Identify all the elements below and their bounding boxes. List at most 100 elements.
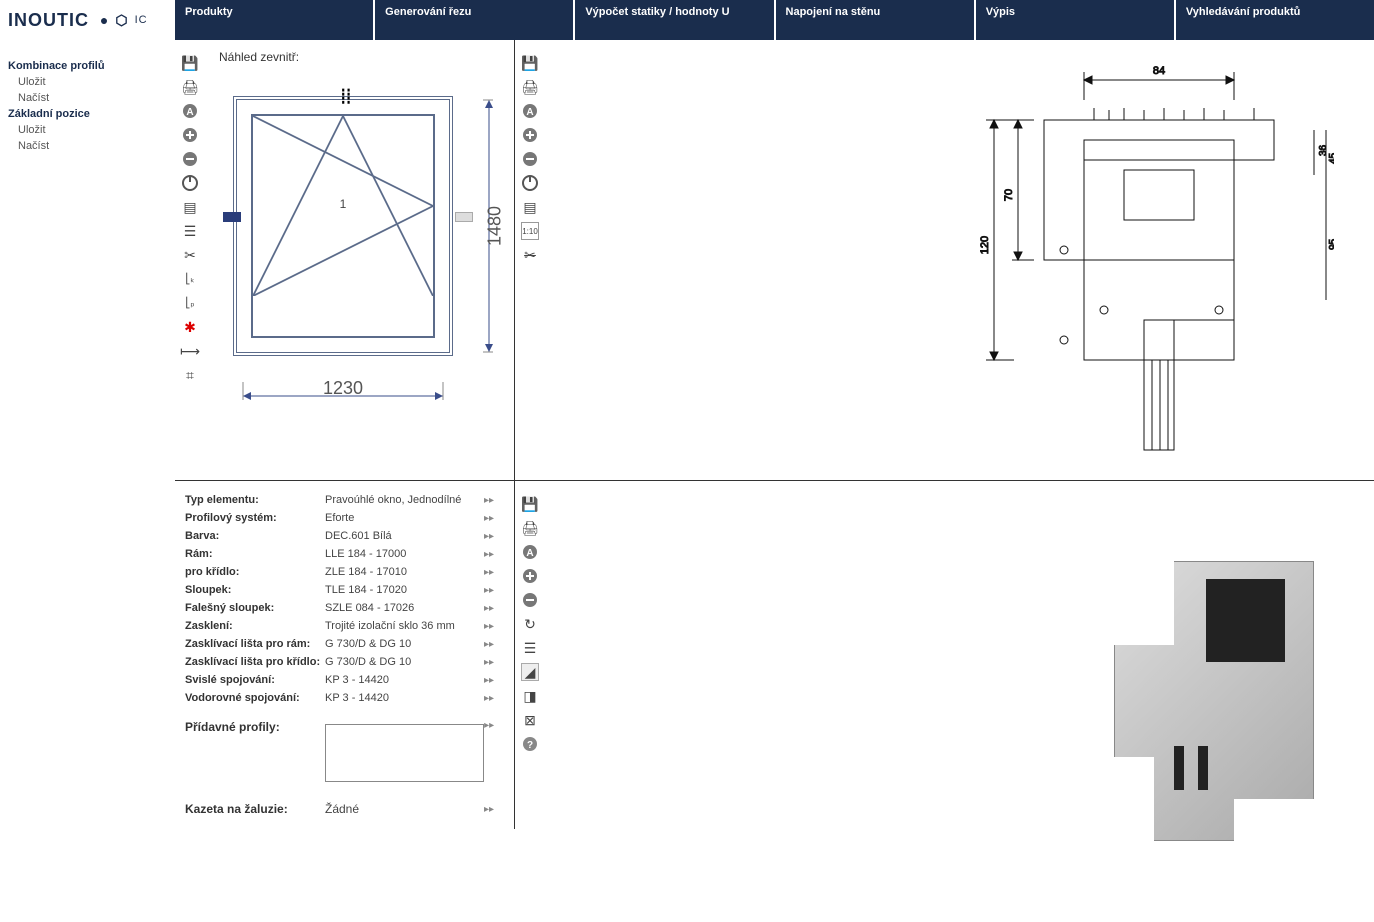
panel-preview: 💾 🖨 A ▤ ☰ ✂ ⎣ₖ ⎣ₚ ✱ ⟼ ⌗ Náhled zevnitř:	[175, 40, 515, 480]
save-icon[interactable]: 💾	[181, 54, 199, 72]
property-label: Zasklívací lišta pro křídlo:	[185, 656, 325, 668]
property-row: Vodorovné spojování:KP 3 - 14420▸▸	[185, 689, 504, 707]
expand-icon[interactable]: ▸▸	[484, 549, 504, 560]
expand-icon[interactable]: ▸▸	[484, 675, 504, 686]
disable-icon[interactable]: ⊠	[521, 711, 539, 729]
expand-icon[interactable]: ▸▸	[484, 531, 504, 542]
property-row: Zasklívací lišta pro rám:G 730/D & DG 10…	[185, 635, 504, 653]
reset-icon[interactable]	[521, 174, 539, 192]
print-icon[interactable]: 🖨	[181, 78, 199, 96]
blind-box-value: Žádné	[325, 802, 484, 816]
nav-wall[interactable]: Napojení na stěnu	[776, 0, 974, 40]
property-label: Svislé spojování:	[185, 674, 325, 686]
sidebar-group-base: Základní pozice	[8, 108, 167, 120]
letter-a-icon[interactable]: A	[521, 543, 539, 561]
sidebar-save-base[interactable]: Uložit	[8, 124, 167, 136]
reset-icon[interactable]	[181, 174, 199, 192]
nav-products[interactable]: Produkty	[175, 0, 373, 40]
render-drawing	[1114, 561, 1314, 841]
expand-icon[interactable]: ▸▸	[484, 603, 504, 614]
cut-icon[interactable]: ✂	[181, 246, 199, 264]
nav-statics[interactable]: Výpočet statiky / hodnoty U	[575, 0, 773, 40]
expand-icon[interactable]: ▸▸	[484, 567, 504, 578]
property-value: Pravoúhlé okno, Jednodílné	[325, 494, 484, 506]
expand-icon[interactable]: ▸▸	[484, 495, 504, 506]
svg-text:?: ?	[527, 740, 533, 751]
property-value: DEC.601 Bílá	[325, 530, 484, 542]
properties-list: Typ elementu:Pravoúhlé okno, Jednodílné▸…	[185, 491, 504, 707]
snowflake-icon[interactable]: ✱	[181, 318, 199, 336]
measure-icon[interactable]: ⟼	[181, 342, 199, 360]
dim-top: 84	[1153, 65, 1165, 77]
window-outer-frame: 1	[233, 96, 453, 356]
sidebar-group-profiles: Kombinace profilů	[8, 60, 167, 72]
nav-listing[interactable]: Výpis	[976, 0, 1174, 40]
minus-icon[interactable]	[181, 150, 199, 168]
property-row: Sloupek:TLE 184 - 17020▸▸	[185, 581, 504, 599]
plus-icon[interactable]	[181, 126, 199, 144]
panel-properties: Typ elementu:Pravoúhlé okno, Jednodílné▸…	[175, 481, 515, 829]
ruler-k-icon[interactable]: ⎣ₖ	[181, 270, 199, 288]
property-row: Barva:DEC.601 Bílá▸▸	[185, 527, 504, 545]
no-cut-icon[interactable]: ✂	[521, 246, 539, 264]
save-icon[interactable]: 💾	[521, 495, 539, 513]
property-label: Typ elementu:	[185, 494, 325, 506]
logo-suffix: IC	[135, 14, 148, 26]
sidebar-save-profiles[interactable]: Uložit	[8, 76, 167, 88]
property-value: SZLE 084 - 17026	[325, 602, 484, 614]
ruler-p-icon[interactable]: ⎣ₚ	[181, 294, 199, 312]
nav-search[interactable]: Vyhledávání produktů	[1176, 0, 1374, 40]
dimension-height: 1480	[483, 96, 503, 356]
property-value: G 730/D & DG 10	[325, 656, 484, 668]
print-icon[interactable]: 🖨	[521, 78, 539, 96]
preview-label: Náhled zevnitř:	[219, 50, 299, 64]
layer-icon[interactable]: ▤	[181, 198, 199, 216]
sidebar-load-profiles[interactable]: Načíst	[8, 92, 167, 104]
window-drawing: 1 ┋┋ 1230 1480	[215, 72, 475, 432]
sidebar-load-base[interactable]: Načíst	[8, 140, 167, 152]
letter-a-icon[interactable]: A	[181, 102, 199, 120]
layer-icon[interactable]: ▤	[521, 198, 539, 216]
top-marker-icon: ┋┋	[339, 88, 350, 105]
plus-icon[interactable]	[521, 126, 539, 144]
logo-text: INOUTIC	[8, 10, 89, 31]
expand-icon[interactable]: ▸▸	[484, 513, 504, 524]
grid-icon[interactable]: ⌗	[181, 366, 199, 384]
plus-icon[interactable]	[521, 567, 539, 585]
print-icon[interactable]: 🖨	[521, 519, 539, 537]
refresh-icon[interactable]: ↻	[521, 615, 539, 633]
help-icon[interactable]: ?	[521, 735, 539, 753]
minus-icon[interactable]	[521, 591, 539, 609]
property-label: Falešný sloupek:	[185, 602, 325, 614]
minus-icon[interactable]	[521, 150, 539, 168]
expand-icon[interactable]: ▸▸	[484, 720, 504, 731]
left-sidebar: Kombinace profilů Uložit Načíst Základní…	[0, 40, 175, 829]
material-icon[interactable]: ◢	[521, 663, 539, 681]
expand-icon[interactable]: ▸▸	[484, 639, 504, 650]
expand-icon[interactable]: ▸▸	[484, 585, 504, 596]
expand-icon[interactable]: ▸▸	[484, 621, 504, 632]
property-row: Typ elementu:Pravoúhlé okno, Jednodílné▸…	[185, 491, 504, 509]
property-row: pro křídlo:ZLE 184 - 17010▸▸	[185, 563, 504, 581]
shade-icon[interactable]: ◨	[521, 687, 539, 705]
svg-text:70: 70	[1003, 189, 1015, 201]
property-row: Falešný sloupek:SZLE 084 - 17026▸▸	[185, 599, 504, 617]
property-row: Profilový systém:Eforte▸▸	[185, 509, 504, 527]
nav-section[interactable]: Generování řezu	[375, 0, 573, 40]
handle-right-icon	[455, 212, 473, 222]
additional-profiles-field[interactable]	[325, 724, 485, 782]
list-icon[interactable]: ☰	[521, 639, 539, 657]
scale-icon[interactable]: 1:10	[521, 222, 539, 240]
expand-icon[interactable]: ▸▸	[484, 804, 504, 815]
list-icon[interactable]: ☰	[181, 222, 199, 240]
save-icon[interactable]: 💾	[521, 54, 539, 72]
property-label: Profilový systém:	[185, 512, 325, 524]
dim-left-outer: 120	[979, 236, 991, 254]
toolstrip-render: 💾 🖨 A ↻ ☰ ◢ ◨ ⊠ ?	[521, 495, 545, 753]
blind-box-label: Kazeta na žaluzie:	[185, 802, 325, 816]
property-row: Zasklení:Trojité izolační sklo 36 mm▸▸	[185, 617, 504, 635]
property-label: Rám:	[185, 548, 325, 560]
expand-icon[interactable]: ▸▸	[484, 657, 504, 668]
letter-a-icon[interactable]: A	[521, 102, 539, 120]
expand-icon[interactable]: ▸▸	[484, 693, 504, 704]
